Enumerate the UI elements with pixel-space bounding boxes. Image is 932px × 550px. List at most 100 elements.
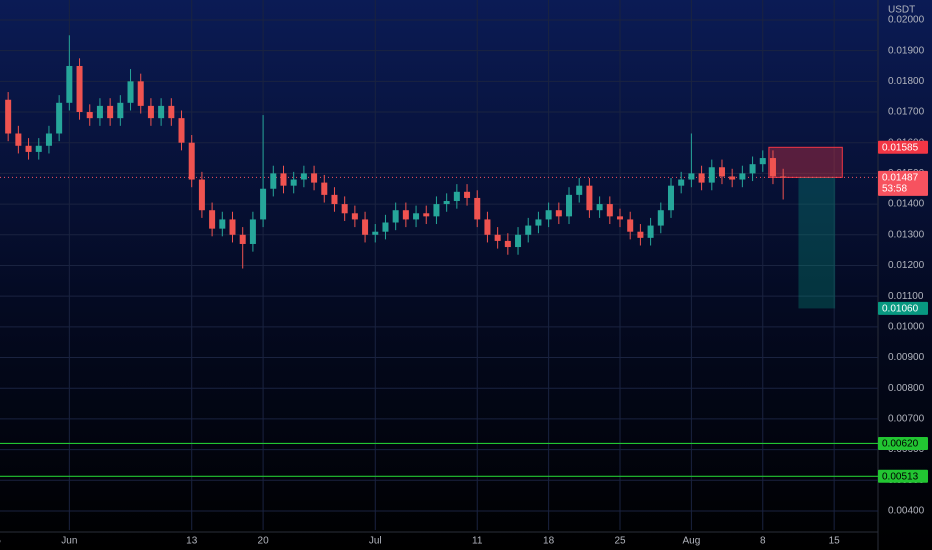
x-tick-label: 25 [614,536,626,547]
candle-body [311,173,318,183]
x-tick-label: Jul [369,536,382,547]
x-tick-label: 18 [543,536,555,547]
candle-body [718,167,725,177]
candle-body [76,65,83,113]
x-tick-label: 20 [258,536,270,547]
y-tick-label: 0.00700 [888,414,925,425]
candle-body [688,173,695,180]
candle-body [566,194,573,217]
price-tag [878,301,928,315]
candle-body [372,231,379,235]
price-tag-label: 0.01585 [882,142,919,153]
candle-body [759,158,766,165]
y-tick-label: 0.01100 [888,291,924,302]
candle-body [260,188,267,220]
candle-body [117,102,124,119]
candle-body [555,210,562,217]
candle-body [147,105,154,119]
candle-body [45,133,52,146]
x-tick-label: 15 [829,536,841,547]
y-tick-label: 0.01900 [888,45,925,56]
x-tick-label: 8 [760,536,766,547]
candle-body [107,105,114,119]
candle-body [341,204,348,214]
candle-body [433,204,440,217]
candle-body [749,164,756,174]
candle-body [229,219,236,235]
candle-body [515,234,522,248]
candle-body [127,81,134,103]
candle-body [678,179,685,186]
candle-body [178,118,185,143]
candle-body [464,191,471,198]
candle-body [168,105,175,119]
candle-body [576,185,583,195]
candle-body [606,204,613,217]
candle-body [708,167,715,183]
candle-body [290,179,297,186]
y-tick-label: 0.02000 [888,15,925,26]
candle-body [729,176,736,180]
candle-body [300,173,307,180]
candle-body [56,102,63,134]
candle-body [402,210,409,220]
candle-body [596,204,603,211]
x-tick-label: 11 [472,536,483,547]
candle-body [657,210,664,226]
y-tick-label: 0.01400 [888,199,925,210]
candle-body [769,158,776,177]
stop-zone [768,146,843,178]
x-tick-label: 5 [0,536,1,547]
last-price-tag [878,170,928,196]
candle-body [698,173,705,183]
candle-body [637,231,644,238]
countdown-label: 53:58 [882,184,907,195]
candle-body [321,182,328,195]
candle-body [423,213,430,217]
y-tick-label: 0.00800 [888,383,925,394]
x-tick-label: Aug [682,536,700,547]
price-tag [878,436,928,450]
candle-body [239,234,246,244]
candle-body [25,145,32,152]
x-tick-label: Jun [61,536,77,547]
last-price-label: 0.01487 [882,173,919,184]
candle-body [15,133,22,146]
candle-body [96,105,103,119]
candle-body [617,216,624,220]
price-tag-label: 0.00513 [882,471,919,482]
currency-label: USDT [888,5,915,16]
x-tick-label: 13 [186,536,198,547]
candle-body [535,219,542,226]
candle-body [494,234,501,241]
candle-body [525,225,532,235]
candle-body [35,145,42,152]
candle-body [158,105,165,119]
target-zone [798,177,836,309]
candle-body [331,194,338,205]
candle-body [453,191,460,202]
y-tick-label: 0.01000 [888,321,925,332]
y-tick-label: 0.01200 [888,260,925,271]
candle-body [545,210,552,220]
candle-body [5,99,12,134]
candle-body [270,173,277,189]
candle-body [249,219,256,244]
candle-body [198,179,205,211]
candle-body [280,173,287,186]
candle-body [188,142,195,180]
candle-body [382,222,389,232]
candle-body [86,112,93,119]
candle-body [504,240,511,248]
y-tick-label: 0.01700 [888,107,925,118]
candle-body [219,219,226,229]
candle-body [413,213,420,220]
y-tick-label: 0.01300 [888,229,925,240]
candle-body [392,210,399,223]
candle-body [474,197,481,220]
price-tag-label: 0.00620 [882,439,919,450]
y-tick-label: 0.00900 [888,352,925,363]
